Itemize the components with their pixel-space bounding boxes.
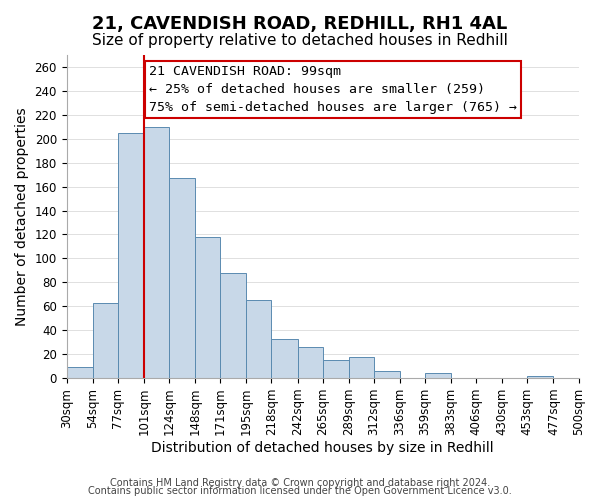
Text: Contains public sector information licensed under the Open Government Licence v3: Contains public sector information licen… xyxy=(88,486,512,496)
Bar xyxy=(527,376,553,378)
Text: 21, CAVENDISH ROAD, REDHILL, RH1 4AL: 21, CAVENDISH ROAD, REDHILL, RH1 4AL xyxy=(92,15,508,33)
Bar xyxy=(425,374,451,378)
Bar xyxy=(195,237,220,378)
Bar xyxy=(323,360,349,378)
Bar xyxy=(220,273,247,378)
Bar xyxy=(349,356,374,378)
Bar xyxy=(67,368,93,378)
X-axis label: Distribution of detached houses by size in Redhill: Distribution of detached houses by size … xyxy=(151,441,494,455)
Bar xyxy=(247,300,271,378)
Y-axis label: Number of detached properties: Number of detached properties xyxy=(15,107,29,326)
Bar xyxy=(298,347,323,378)
Bar xyxy=(169,178,195,378)
Bar xyxy=(271,338,298,378)
Bar xyxy=(374,371,400,378)
Text: 21 CAVENDISH ROAD: 99sqm
← 25% of detached houses are smaller (259)
75% of semi-: 21 CAVENDISH ROAD: 99sqm ← 25% of detach… xyxy=(149,64,517,114)
Text: Contains HM Land Registry data © Crown copyright and database right 2024.: Contains HM Land Registry data © Crown c… xyxy=(110,478,490,488)
Bar xyxy=(93,302,118,378)
Text: Size of property relative to detached houses in Redhill: Size of property relative to detached ho… xyxy=(92,32,508,48)
Bar xyxy=(144,127,169,378)
Bar xyxy=(118,133,144,378)
